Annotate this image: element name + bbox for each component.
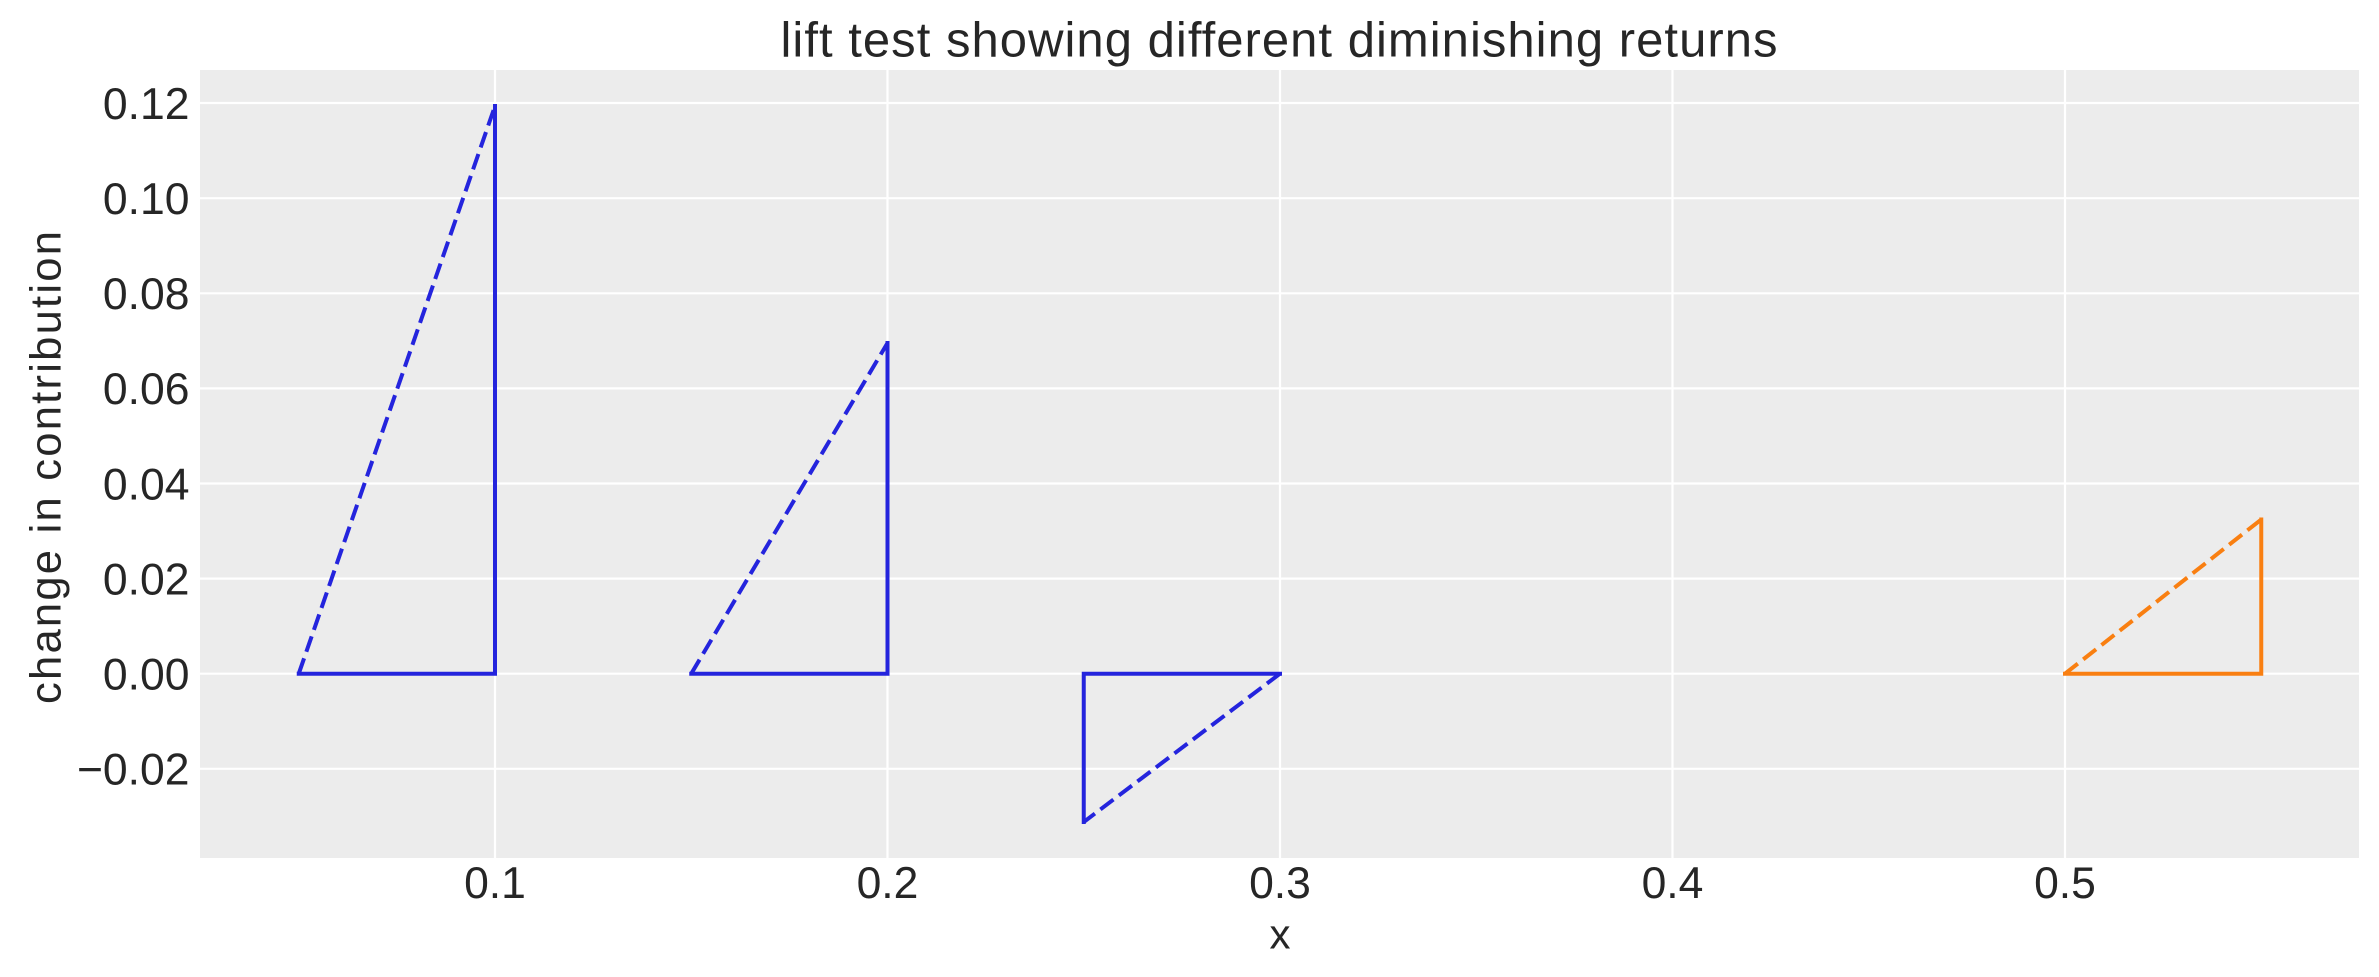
svg-text:0.2: 0.2: [857, 859, 919, 908]
svg-text:0.04: 0.04: [103, 460, 190, 509]
svg-text:0.00: 0.00: [103, 651, 190, 700]
svg-text:0.10: 0.10: [103, 175, 190, 224]
svg-text:lift test showing different di: lift test showing different diminishing …: [780, 14, 1778, 68]
svg-text:0.06: 0.06: [103, 365, 190, 414]
svg-text:0.12: 0.12: [103, 80, 190, 129]
svg-text:0.3: 0.3: [1249, 859, 1311, 908]
svg-text:change in contribution: change in contribution: [23, 229, 71, 704]
svg-text:−0.02: −0.02: [77, 746, 190, 795]
svg-text:0.1: 0.1: [464, 859, 526, 908]
svg-text:0.5: 0.5: [2034, 859, 2096, 908]
svg-text:x: x: [1270, 911, 1291, 958]
svg-text:0.02: 0.02: [103, 556, 190, 605]
svg-text:0.4: 0.4: [1642, 859, 1704, 908]
svg-text:0.08: 0.08: [103, 270, 190, 319]
